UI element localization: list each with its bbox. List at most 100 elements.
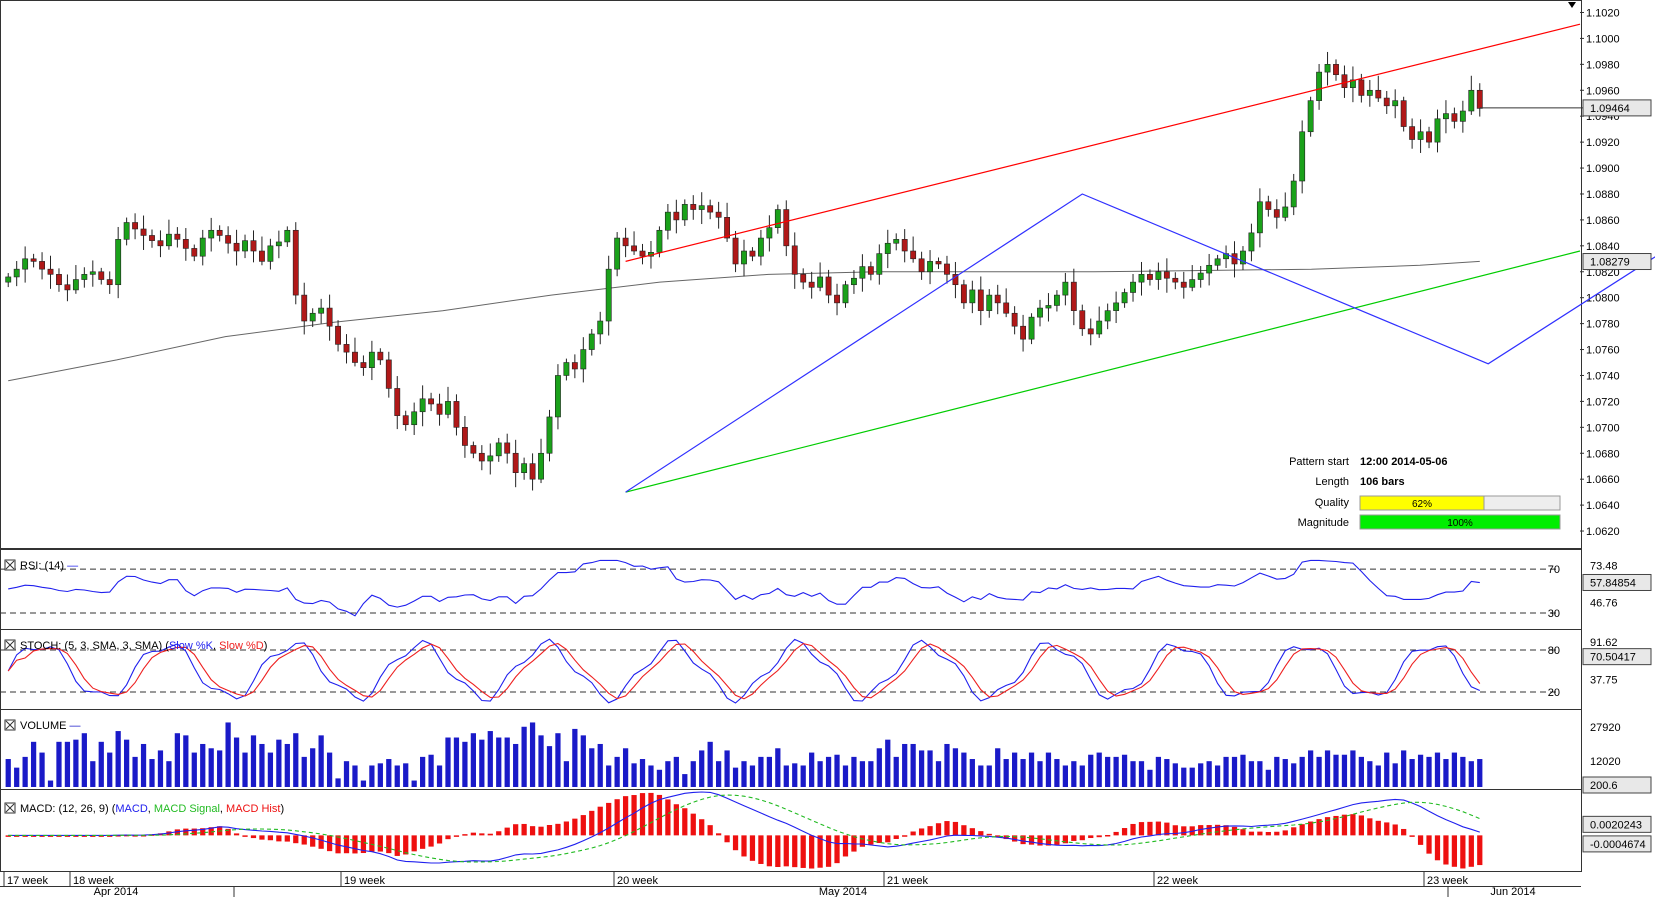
volume-bar bbox=[1071, 761, 1077, 787]
volume-bar bbox=[98, 741, 104, 787]
macd-hist-bar bbox=[1079, 835, 1085, 841]
candle-body bbox=[22, 258, 29, 270]
candle-body bbox=[368, 351, 375, 368]
candle-body bbox=[766, 227, 773, 239]
macd-current-tag: 0.0020243 bbox=[1590, 819, 1642, 831]
volume-bar bbox=[394, 765, 400, 787]
macd-hist-bar bbox=[1113, 831, 1119, 836]
volume-bar bbox=[800, 765, 806, 787]
candle-body bbox=[1206, 264, 1213, 274]
volume-bar bbox=[1020, 759, 1026, 787]
candle-body bbox=[893, 239, 900, 244]
macd-hist-bar bbox=[369, 835, 375, 852]
candle-body bbox=[952, 274, 959, 286]
volume-bar bbox=[90, 761, 96, 787]
macd-hist-bar bbox=[800, 835, 806, 868]
macd-line bbox=[8, 791, 1480, 864]
volume-bar bbox=[572, 728, 578, 787]
volume-bar bbox=[834, 754, 840, 787]
candle-body bbox=[1147, 274, 1153, 280]
macd-hist-bar bbox=[834, 835, 840, 864]
candle-body bbox=[343, 344, 350, 353]
volume-bar bbox=[1324, 750, 1331, 787]
macd-hist-bar bbox=[470, 832, 476, 836]
scroll-end-icon[interactable] bbox=[1568, 2, 1576, 8]
candle-body bbox=[656, 229, 663, 253]
candle-body bbox=[960, 284, 967, 304]
macd-hist-bar bbox=[724, 835, 730, 843]
volume-bar bbox=[749, 765, 756, 787]
volume-bar bbox=[1121, 754, 1128, 787]
volume-bar bbox=[487, 731, 493, 787]
macd-hist-bar bbox=[377, 835, 383, 852]
candle-body bbox=[1459, 110, 1466, 122]
volume-bar bbox=[39, 752, 45, 787]
macd-hist-bar bbox=[1096, 835, 1102, 838]
volume-bar bbox=[1113, 756, 1119, 787]
macd-hist-bar bbox=[969, 828, 975, 836]
candle-body bbox=[199, 237, 206, 257]
candle-body bbox=[208, 229, 215, 239]
macd-hist-bar bbox=[183, 828, 189, 836]
volume-bar bbox=[208, 748, 214, 787]
volume-bar bbox=[1409, 759, 1415, 787]
candle-body bbox=[614, 237, 621, 270]
candle-body bbox=[783, 209, 790, 247]
candle-body bbox=[1417, 131, 1424, 140]
volume-bar bbox=[1012, 752, 1018, 787]
candle-body bbox=[1096, 320, 1103, 335]
candle-body bbox=[242, 240, 248, 252]
macd-hist-bar bbox=[1477, 835, 1483, 866]
candle-body bbox=[555, 375, 561, 418]
macd-hist-bar bbox=[580, 815, 586, 836]
price-tick-label: 1.0740 bbox=[1586, 370, 1620, 382]
rsi-current-tag-box bbox=[1582, 573, 1652, 591]
candle-body bbox=[1409, 126, 1416, 140]
week-label: 19 week bbox=[344, 875, 385, 887]
macd-collapse-cross bbox=[5, 803, 15, 813]
macd-hist-bar bbox=[1198, 825, 1204, 836]
volume-bar bbox=[1088, 754, 1094, 787]
volume-bar bbox=[1274, 756, 1280, 787]
price-tick-label: 1.0860 bbox=[1586, 215, 1620, 227]
macd-hist-bar bbox=[1367, 818, 1373, 836]
macd-hist-bar bbox=[1333, 815, 1339, 836]
volume-bar bbox=[859, 761, 866, 787]
candle-body bbox=[394, 388, 401, 416]
candle-body bbox=[1273, 209, 1280, 218]
candle-body bbox=[1299, 131, 1306, 182]
candle-body bbox=[851, 277, 857, 286]
candle-body bbox=[1358, 79, 1365, 96]
volume-bar bbox=[809, 752, 815, 787]
volume-bar bbox=[1384, 752, 1390, 787]
candle-body bbox=[30, 258, 37, 262]
price-tick-label: 1.0660 bbox=[1586, 474, 1620, 486]
candle-body bbox=[707, 205, 714, 213]
volume-bar bbox=[420, 756, 426, 787]
volume-bar bbox=[1367, 761, 1373, 787]
volume-bar bbox=[1265, 769, 1271, 787]
candle-body bbox=[250, 240, 257, 252]
volume-bar bbox=[22, 756, 28, 787]
candle-body bbox=[428, 398, 435, 405]
price-tick-label: 1.1000 bbox=[1586, 33, 1620, 45]
price-tick-label: 1.0920 bbox=[1586, 137, 1620, 149]
volume-bar bbox=[876, 748, 882, 787]
macd-hist-bar bbox=[758, 835, 764, 864]
macd-current-tag-box bbox=[1582, 815, 1652, 833]
macd-hist-bar bbox=[394, 835, 400, 856]
volume-bar bbox=[614, 756, 620, 787]
channel-lower-line bbox=[625, 250, 1581, 493]
volume-bar bbox=[30, 741, 37, 787]
macd-hist-bar bbox=[411, 835, 417, 852]
candle-body bbox=[1341, 74, 1348, 88]
macd-hist-bar bbox=[1088, 835, 1094, 839]
rsi-line bbox=[8, 559, 1480, 617]
macd-hist-bar bbox=[1308, 821, 1314, 836]
volume-bar bbox=[935, 761, 942, 787]
candle-body bbox=[1400, 100, 1407, 127]
price-tick-label: 1.0980 bbox=[1586, 59, 1620, 71]
macd-hist-bar bbox=[716, 833, 722, 836]
macd-hist-bar bbox=[5, 835, 11, 837]
candle-body bbox=[1087, 328, 1094, 335]
